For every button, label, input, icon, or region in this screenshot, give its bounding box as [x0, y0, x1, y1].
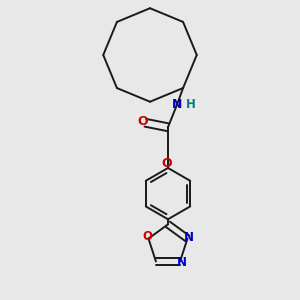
Text: N: N [172, 98, 182, 111]
Text: N: N [176, 256, 187, 269]
Text: N: N [184, 230, 194, 244]
Text: H: H [186, 98, 196, 111]
Text: O: O [161, 157, 172, 170]
Text: O: O [142, 230, 152, 243]
Text: O: O [137, 115, 148, 128]
